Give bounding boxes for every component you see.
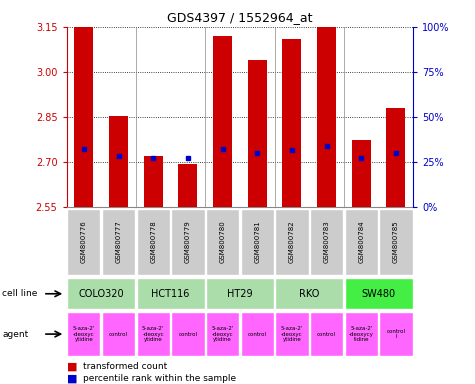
- Title: GDS4397 / 1552964_at: GDS4397 / 1552964_at: [167, 11, 313, 24]
- Text: SW480: SW480: [361, 289, 396, 299]
- Text: GSM800781: GSM800781: [254, 220, 260, 263]
- Bar: [317, 27, 336, 207]
- Text: HCT116: HCT116: [152, 289, 190, 299]
- Text: control: control: [179, 331, 198, 337]
- Bar: [240, 313, 274, 356]
- Bar: [171, 209, 205, 275]
- Text: GSM800785: GSM800785: [393, 220, 399, 263]
- Bar: [136, 209, 170, 275]
- Bar: [136, 313, 170, 356]
- Bar: [379, 209, 413, 275]
- Text: GSM800778: GSM800778: [150, 220, 156, 263]
- Bar: [344, 313, 378, 356]
- Bar: [67, 209, 101, 275]
- Text: COLO320: COLO320: [78, 289, 124, 299]
- Text: transformed count: transformed count: [83, 362, 167, 371]
- Text: 5-aza-2'
-deoxyc
ytidine: 5-aza-2' -deoxyc ytidine: [73, 326, 95, 343]
- Bar: [67, 278, 135, 310]
- Bar: [102, 313, 135, 356]
- Bar: [310, 313, 343, 356]
- Bar: [206, 313, 239, 356]
- Bar: [136, 278, 205, 310]
- Text: 5-aza-2'
-deoxyc
ytidine: 5-aza-2' -deoxyc ytidine: [211, 326, 234, 343]
- Text: RKO: RKO: [299, 289, 319, 299]
- Bar: [275, 209, 309, 275]
- Bar: [275, 278, 343, 310]
- Bar: [344, 209, 378, 275]
- Bar: [310, 209, 343, 275]
- Bar: [344, 278, 413, 310]
- Text: GSM800779: GSM800779: [185, 220, 191, 263]
- Text: GSM800776: GSM800776: [81, 220, 87, 263]
- Bar: [206, 278, 274, 310]
- Bar: [143, 156, 163, 207]
- Text: 5-aza-2'
-deoxycy
tidine: 5-aza-2' -deoxycy tidine: [349, 326, 374, 343]
- Bar: [213, 36, 232, 207]
- Bar: [240, 209, 274, 275]
- Bar: [379, 313, 413, 356]
- Text: control: control: [248, 331, 267, 337]
- Text: control: control: [317, 331, 336, 337]
- Text: control
l: control l: [387, 329, 406, 339]
- Text: ■: ■: [66, 362, 77, 372]
- Text: 5-aza-2'
-deoxyc
ytidine: 5-aza-2' -deoxyc ytidine: [142, 326, 164, 343]
- Text: cell line: cell line: [2, 289, 38, 298]
- Text: GSM800783: GSM800783: [323, 220, 330, 263]
- Bar: [206, 209, 239, 275]
- Bar: [282, 39, 302, 207]
- Bar: [247, 60, 267, 207]
- Bar: [178, 164, 198, 207]
- Text: GSM800782: GSM800782: [289, 220, 295, 263]
- Bar: [74, 27, 94, 207]
- Text: GSM800780: GSM800780: [219, 220, 226, 263]
- Bar: [275, 313, 309, 356]
- Bar: [102, 209, 135, 275]
- Text: GSM800784: GSM800784: [358, 220, 364, 263]
- Text: GSM800777: GSM800777: [115, 220, 122, 263]
- Text: percentile rank within the sample: percentile rank within the sample: [83, 374, 236, 383]
- Bar: [109, 116, 128, 207]
- Bar: [386, 108, 406, 207]
- Bar: [352, 140, 371, 207]
- Text: HT29: HT29: [227, 289, 253, 299]
- Text: 5-aza-2'
-deoxyc
ytidine: 5-aza-2' -deoxyc ytidine: [281, 326, 303, 343]
- Text: control: control: [109, 331, 128, 337]
- Text: agent: agent: [2, 329, 28, 339]
- Bar: [171, 313, 205, 356]
- Text: ■: ■: [66, 373, 77, 383]
- Bar: [67, 313, 101, 356]
